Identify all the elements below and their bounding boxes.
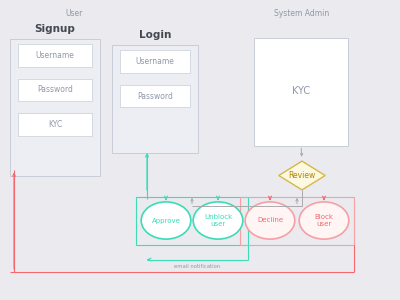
Circle shape: [245, 202, 295, 239]
Text: email notification: email notification: [174, 264, 220, 268]
FancyBboxPatch shape: [18, 79, 92, 101]
Text: KYC: KYC: [48, 120, 62, 129]
Text: User: User: [65, 9, 83, 18]
Text: Password: Password: [137, 92, 173, 100]
FancyBboxPatch shape: [254, 38, 348, 146]
Polygon shape: [279, 161, 325, 190]
Text: Username: Username: [36, 51, 74, 60]
FancyBboxPatch shape: [120, 50, 190, 73]
Text: Unblock
user: Unblock user: [204, 214, 232, 227]
Circle shape: [299, 202, 349, 239]
Circle shape: [141, 202, 191, 239]
Text: Password: Password: [37, 85, 73, 94]
FancyBboxPatch shape: [120, 85, 190, 107]
Text: Login: Login: [139, 30, 171, 40]
Text: Signup: Signup: [34, 24, 76, 34]
Text: Block
user: Block user: [314, 214, 334, 227]
Text: Approve: Approve: [152, 218, 180, 224]
Circle shape: [193, 202, 243, 239]
FancyBboxPatch shape: [112, 45, 198, 153]
FancyBboxPatch shape: [18, 44, 92, 67]
Text: Decline: Decline: [257, 218, 283, 224]
FancyBboxPatch shape: [10, 39, 100, 176]
Text: KYC: KYC: [292, 86, 310, 97]
Text: Review: Review: [288, 171, 316, 180]
Text: System Admin: System Admin: [274, 9, 330, 18]
FancyBboxPatch shape: [18, 113, 92, 136]
Text: Username: Username: [136, 57, 174, 66]
